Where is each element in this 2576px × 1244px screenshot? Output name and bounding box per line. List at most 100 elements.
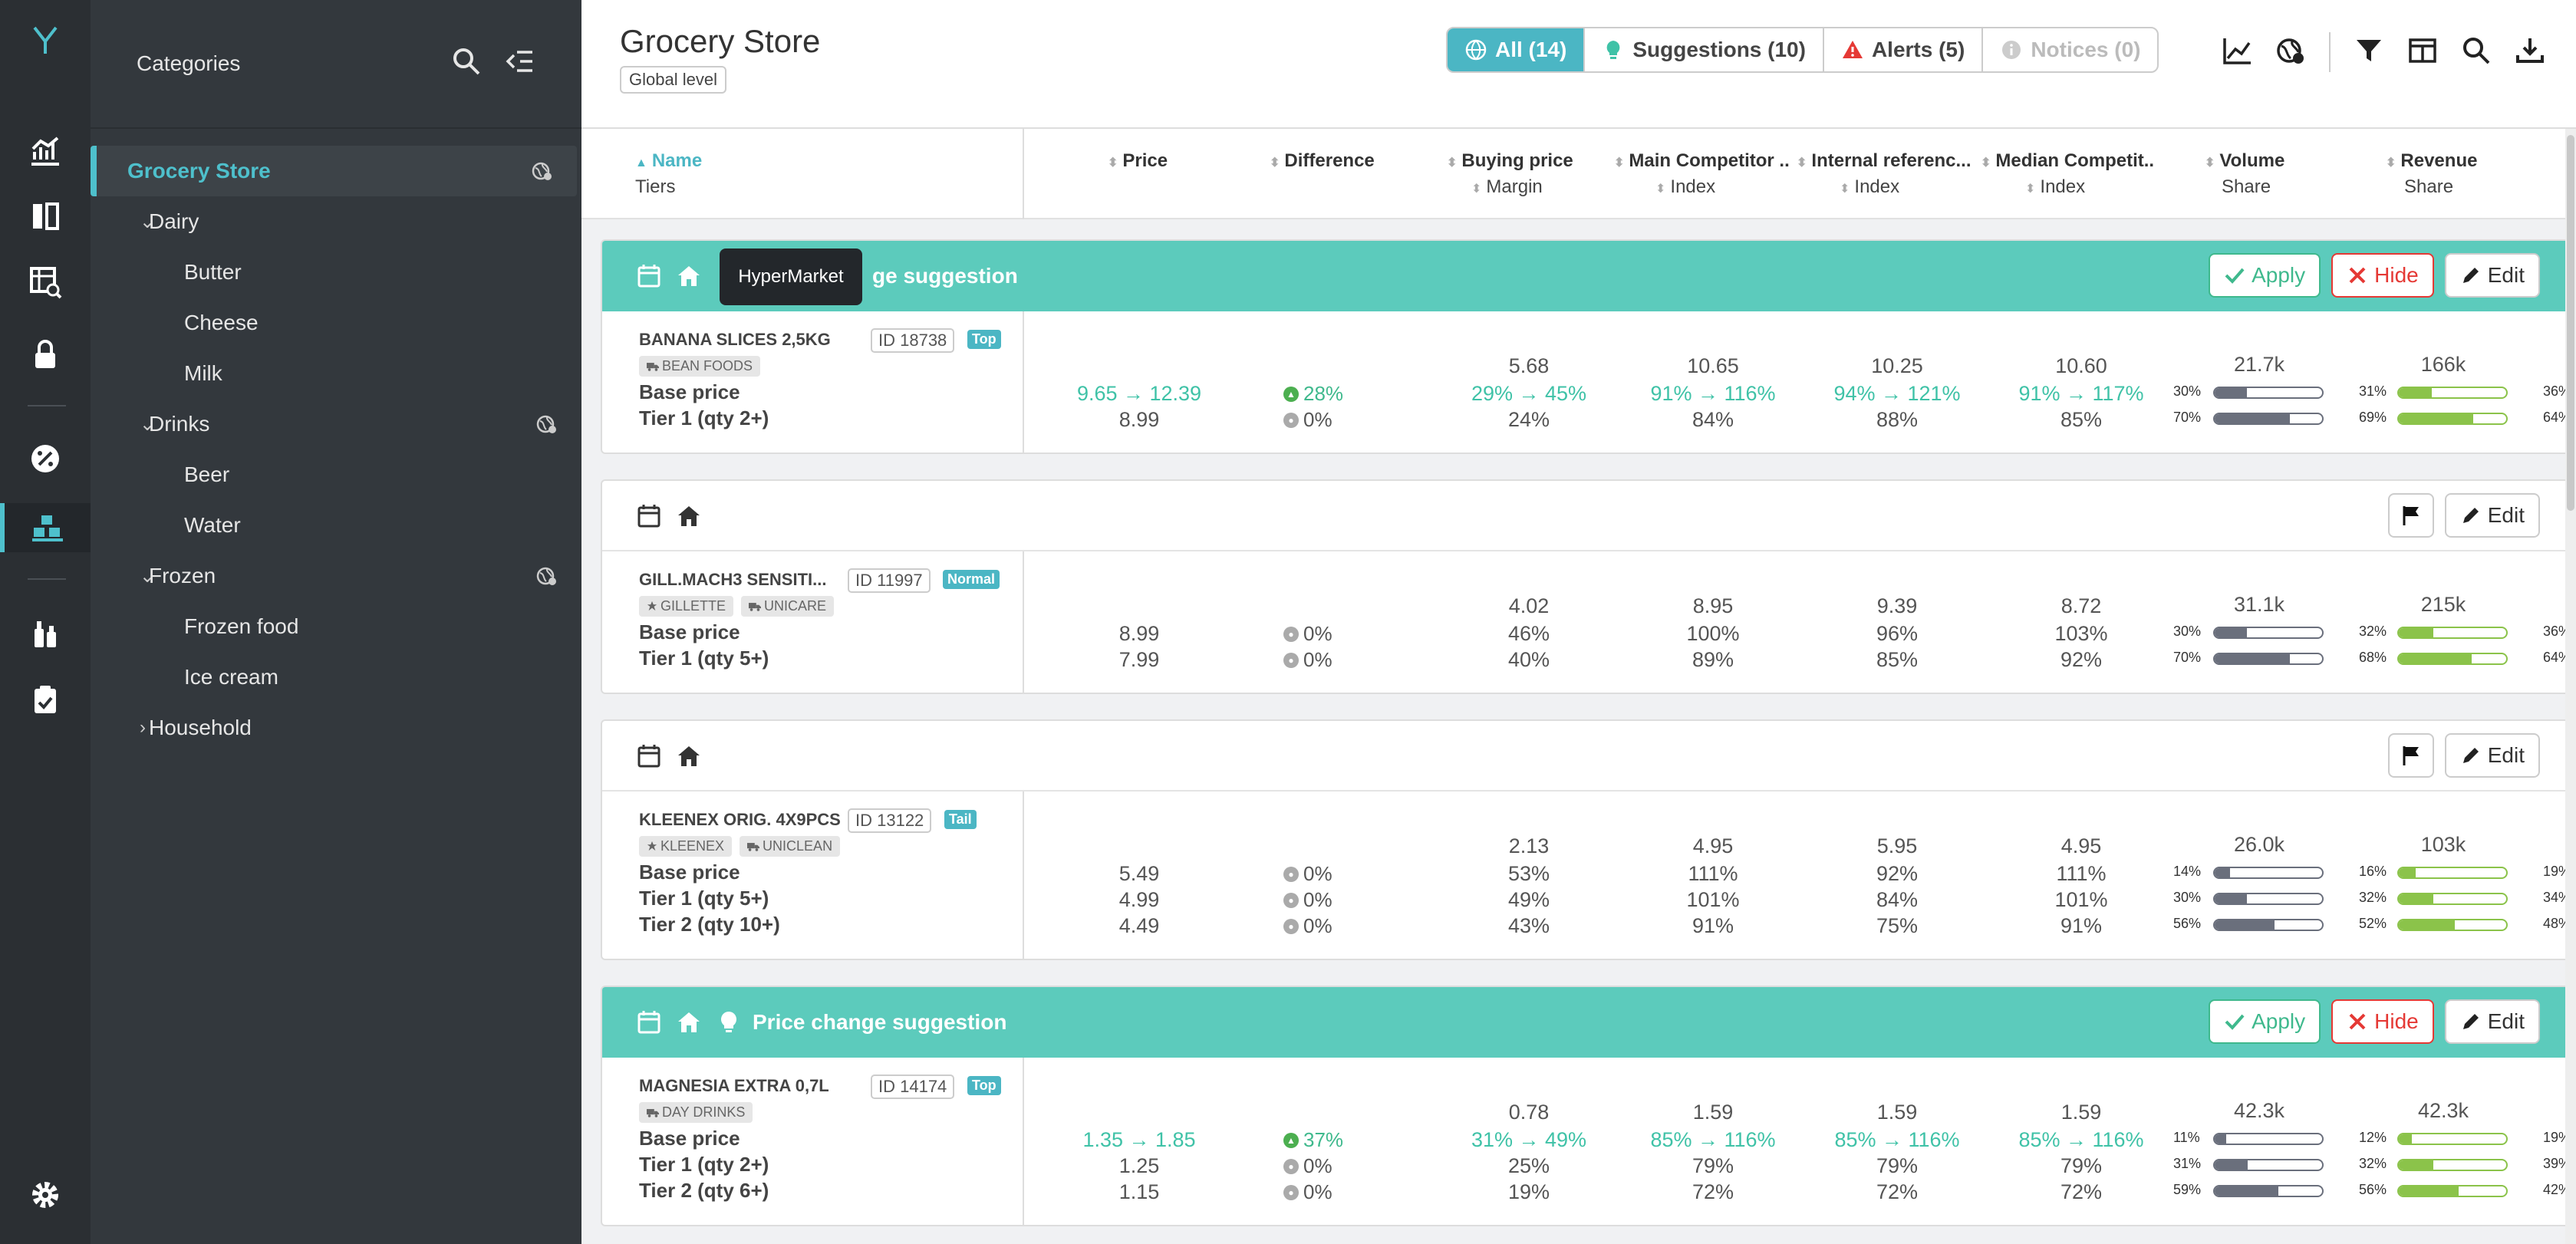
name-column-header[interactable] (581, 129, 1024, 219)
price-value[interactable]: 1.35 → 1.85 (1082, 1128, 1196, 1151)
flag-button[interactable] (2387, 733, 2434, 778)
edit-button[interactable]: Edit (2444, 733, 2540, 778)
revenue-share-bar (2397, 627, 2508, 639)
price-value[interactable]: 4.99 (1118, 888, 1160, 911)
difference-header[interactable]: ⬍ Difference (1270, 150, 1375, 171)
search-icon[interactable] (451, 46, 482, 82)
search-icon[interactable] (2461, 35, 2492, 70)
price-value[interactable]: 7.99 (1118, 648, 1160, 671)
chevron-down-icon[interactable]: ⌄ (140, 211, 156, 232)
filter-tab-all[interactable]: All (14) (1448, 28, 1586, 71)
calendar-icon[interactable] (636, 263, 662, 289)
tier-label: Tier 1 (qty 5+) (639, 647, 769, 670)
flag-button[interactable] (2387, 493, 2434, 538)
bottles-icon[interactable] (0, 609, 91, 658)
tree-item-household[interactable]: › Household (91, 703, 581, 753)
volume-header[interactable]: ⬍ Volume (2205, 150, 2285, 171)
clipboard-check-icon[interactable] (0, 675, 91, 724)
price-value[interactable]: 1.15 (1118, 1180, 1160, 1203)
pricing-grid-icon[interactable] (0, 503, 91, 552)
analytics-icon[interactable] (0, 126, 91, 175)
table-search-icon[interactable] (0, 258, 91, 307)
revenue-header[interactable]: ⬍ Revenue (2386, 150, 2478, 171)
hide-button[interactable]: Hide (2331, 253, 2434, 298)
internal-reference-header[interactable]: ⬍ Internal referenc... (1797, 150, 1972, 171)
internal-index-value: 75% (1876, 914, 1919, 937)
calendar-icon[interactable] (636, 1009, 662, 1035)
median-top-value: 8.72 (2060, 594, 2102, 617)
collapse-panel-icon[interactable] (505, 46, 535, 82)
home-icon[interactable] (676, 1009, 702, 1035)
settings-gear-icon[interactable] (0, 1170, 91, 1219)
app-logo-icon[interactable] (0, 15, 91, 64)
price-value[interactable]: 9.65 → 12.39 (1076, 382, 1202, 405)
internal-index-value: 85% → 116% (1834, 1128, 1960, 1151)
globe-gear-icon[interactable] (535, 413, 558, 436)
chevron-right-icon[interactable]: › (140, 717, 146, 738)
calendar-icon[interactable] (636, 743, 662, 769)
buying-price-header[interactable]: ⬍ Buying price (1447, 150, 1573, 171)
tree-item-grocery-store[interactable]: Grocery Store (91, 146, 577, 196)
tree-item-dairy[interactable]: ⌄ Dairy (91, 196, 581, 247)
globe-gear-icon[interactable] (535, 564, 558, 587)
tree-item-drinks[interactable]: ⌄ Drinks (91, 399, 581, 449)
tree-item-butter[interactable]: Butter (91, 247, 581, 298)
median-competitor-header[interactable]: ⬍ Median Competit.. (1981, 150, 2155, 171)
name-header[interactable]: ▲ Name (635, 150, 703, 171)
price-value[interactable]: 8.99 (1118, 622, 1160, 645)
revenue-share-pct: 52% (2359, 916, 2387, 931)
hide-button[interactable]: Hide (2331, 999, 2434, 1044)
median-index-value: 91% → 117% (2018, 382, 2144, 405)
filter-tab-alerts[interactable]: Alerts (5) (1824, 28, 1984, 71)
layout-columns-icon[interactable] (2407, 35, 2438, 70)
home-icon[interactable] (676, 503, 702, 529)
tree-item-water[interactable]: Water (91, 500, 581, 551)
apply-button[interactable]: Apply (2209, 253, 2321, 298)
tree-item-ice-cream[interactable]: Ice cream (91, 652, 581, 703)
scrollbar[interactable] (2565, 129, 2576, 1244)
edit-button[interactable]: Edit (2444, 253, 2540, 298)
edit-button[interactable]: Edit (2444, 493, 2540, 538)
tree-item-frozen[interactable]: ⌄ Frozen (91, 551, 581, 601)
tree-item-frozen-food[interactable]: Frozen food (91, 601, 581, 652)
chart-line-icon[interactable] (2222, 35, 2252, 70)
price-value[interactable]: 4.49 (1118, 914, 1160, 937)
product-name[interactable]: MAGNESIA EXTRA 0,7L (639, 1076, 829, 1095)
median-index-subheader[interactable]: ⬍ Index (2025, 176, 2086, 197)
volume-share-pct: 70% (2173, 650, 2202, 665)
percent-badge-icon[interactable] (0, 434, 91, 483)
filter-icon[interactable] (2354, 35, 2384, 70)
product-name[interactable]: GILL.MACH3 SENSITI... (639, 570, 827, 589)
columns-icon[interactable] (0, 192, 91, 241)
filter-tab-notices[interactable]: Notices (0) (1983, 28, 2157, 71)
price-value[interactable]: 8.99 (1118, 408, 1160, 431)
filter-tab-suggestions[interactable]: Suggestions (10) (1585, 28, 1824, 71)
product-name[interactable]: KLEENEX ORIG. 4X9PCS (639, 810, 841, 829)
tree-item-beer[interactable]: Beer (91, 449, 581, 500)
price-value[interactable]: 5.49 (1118, 862, 1160, 885)
tree-item-label: Household (149, 716, 252, 739)
product-name[interactable]: BANANA SLICES 2,5KG (639, 330, 831, 349)
calendar-icon[interactable] (636, 503, 662, 529)
share-pct-clipped: 39% (2543, 1156, 2571, 1171)
price-value[interactable]: 1.25 (1118, 1154, 1160, 1177)
chevron-down-icon[interactable]: ⌄ (140, 565, 156, 587)
home-icon[interactable] (676, 743, 702, 769)
internal-index-subheader[interactable]: ⬍ Index (1840, 176, 1900, 197)
tree-item-cheese[interactable]: Cheese (91, 298, 581, 348)
home-icon[interactable] (676, 263, 702, 289)
tree-item-milk[interactable]: Milk (91, 348, 581, 399)
apply-button[interactable]: Apply (2209, 999, 2321, 1044)
margin-subheader[interactable]: ⬍ Margin (1471, 176, 1543, 197)
main-competitor-header[interactable]: ⬍ Main Competitor .. (1614, 150, 1790, 171)
globe-gear-icon[interactable] (531, 160, 554, 183)
buying-index-value: 29% → 45% (1471, 382, 1587, 405)
globe-gear-icon[interactable] (2275, 35, 2306, 70)
tiers-subheader: Tiers (635, 176, 676, 197)
edit-button[interactable]: Edit (2444, 999, 2540, 1044)
lock-icon[interactable] (0, 330, 91, 379)
price-header[interactable]: ⬍ Price (1108, 150, 1168, 171)
download-icon[interactable] (2515, 35, 2545, 70)
chevron-down-icon[interactable]: ⌄ (140, 413, 156, 435)
main-competitor-index-subheader[interactable]: ⬍ Index (1655, 176, 1716, 197)
